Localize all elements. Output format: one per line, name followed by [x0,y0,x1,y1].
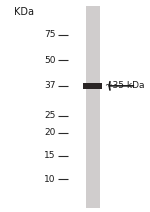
Bar [83,83,102,89]
Text: 15: 15 [44,151,56,160]
Text: ~35 kDa: ~35 kDa [105,81,144,90]
Bar [86,6,100,208]
Text: KDa: KDa [14,7,34,17]
Text: 75: 75 [44,31,56,39]
Text: 10: 10 [44,175,56,184]
Text: 25: 25 [44,111,56,120]
Text: 50: 50 [44,56,56,65]
Text: 37: 37 [44,81,56,90]
Text: 20: 20 [44,128,56,137]
